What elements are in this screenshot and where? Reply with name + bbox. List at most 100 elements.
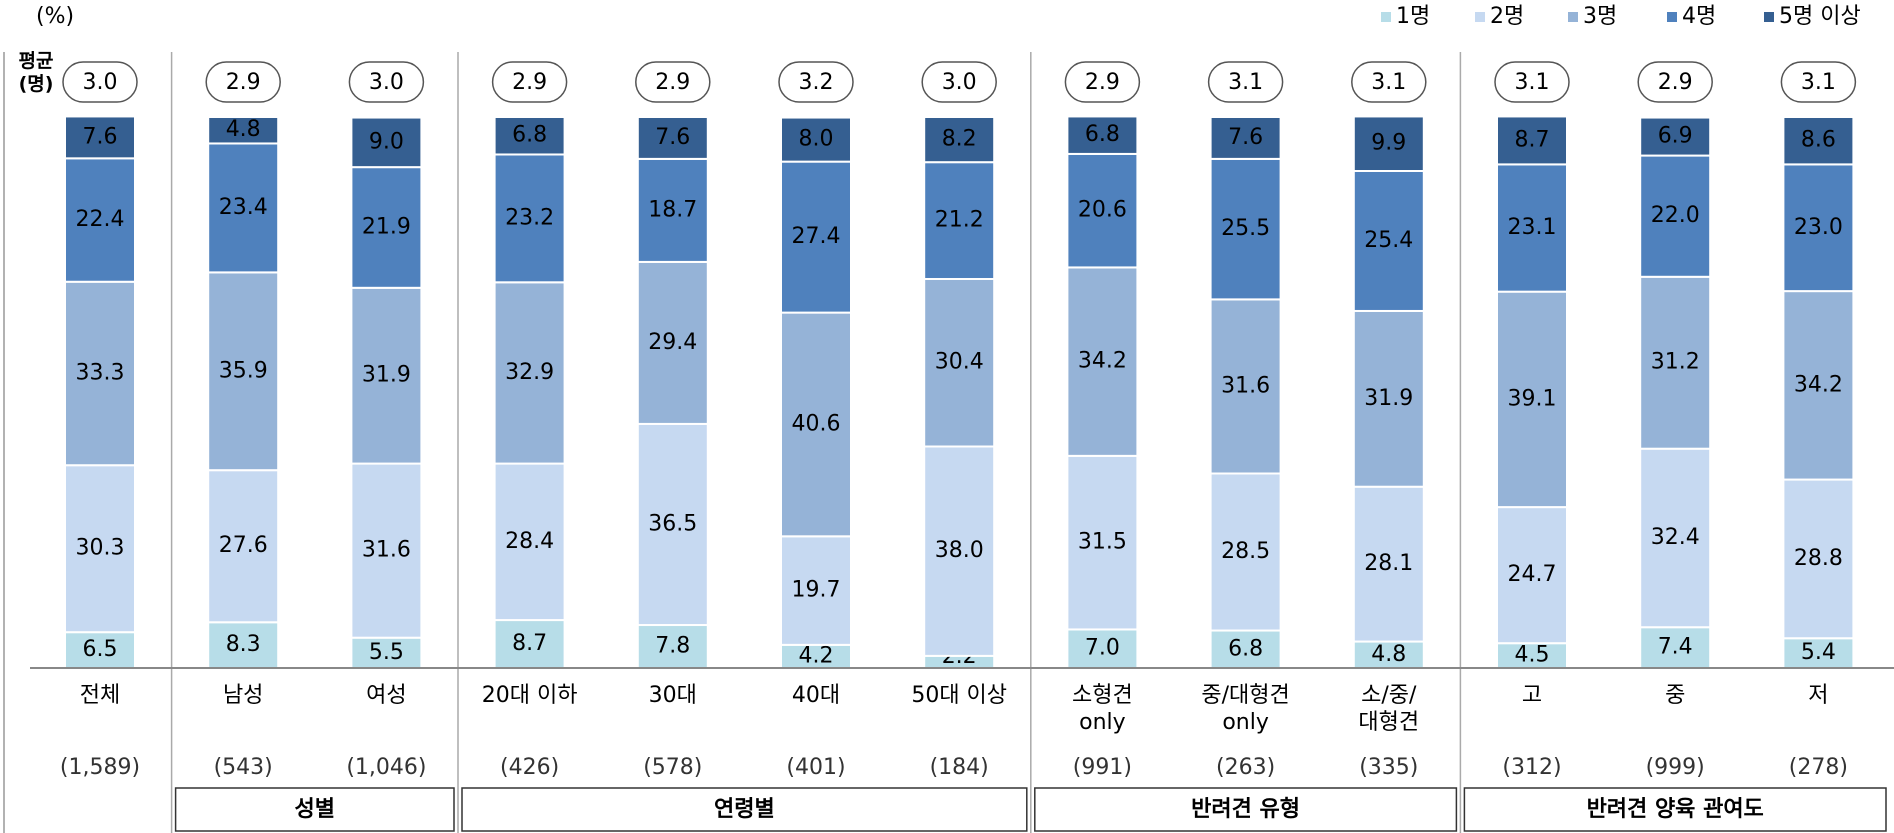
value-label: 4.8 bbox=[1371, 642, 1406, 667]
value-label: 34.2 bbox=[1794, 372, 1843, 397]
bar-segment bbox=[1639, 447, 1712, 629]
average-pill bbox=[778, 61, 854, 103]
value-label: 25.5 bbox=[1221, 216, 1270, 241]
value-label: 8.2 bbox=[942, 127, 977, 152]
bar-segment bbox=[780, 116, 852, 163]
sample-size: (543) bbox=[213, 755, 273, 780]
average-label: 3.2 bbox=[799, 70, 834, 95]
value-label: 30.3 bbox=[76, 536, 125, 561]
average-pill bbox=[1780, 61, 1857, 103]
bar-segment bbox=[1352, 309, 1425, 488]
bar-segment bbox=[1352, 169, 1425, 312]
bar-segment bbox=[1066, 454, 1139, 631]
legend-swatch bbox=[1475, 12, 1485, 22]
bar-segment bbox=[350, 116, 423, 169]
bar-segment bbox=[1496, 163, 1568, 293]
value-label: 8.7 bbox=[512, 631, 547, 656]
value-label: 32.4 bbox=[1651, 525, 1700, 550]
x-tick-label: 저 bbox=[1808, 683, 1829, 708]
average-label: 2.9 bbox=[1658, 70, 1693, 95]
value-label: 28.1 bbox=[1364, 551, 1413, 576]
average-label: 3.1 bbox=[1228, 70, 1263, 95]
bar-segment bbox=[636, 624, 709, 669]
average-pill bbox=[1494, 61, 1570, 103]
value-label: 4.5 bbox=[1515, 643, 1550, 668]
bar-segment bbox=[1639, 626, 1712, 670]
group-box bbox=[461, 787, 1028, 832]
value-label: 20.6 bbox=[1078, 198, 1127, 223]
bar-segment bbox=[1066, 152, 1139, 269]
bar-segment bbox=[1066, 115, 1139, 155]
value-label: 7.8 bbox=[655, 634, 690, 659]
value-label: 31.2 bbox=[1651, 350, 1700, 375]
bar-segment bbox=[1639, 275, 1712, 450]
average-pill bbox=[1064, 61, 1141, 103]
x-tick-label: 50대 이상 bbox=[911, 683, 1008, 708]
average-pill bbox=[348, 61, 425, 103]
value-label: 6.5 bbox=[83, 637, 118, 662]
bar-segment bbox=[1496, 115, 1568, 166]
value-label: 25.4 bbox=[1364, 228, 1413, 253]
value-label: 6.8 bbox=[1228, 636, 1263, 661]
bar-segment bbox=[64, 464, 136, 634]
bar-segment bbox=[350, 286, 423, 465]
value-label: 22.4 bbox=[76, 207, 125, 232]
x-tick-label: 남성 bbox=[222, 683, 264, 708]
bar-segment bbox=[207, 116, 280, 145]
average-pill bbox=[62, 61, 138, 103]
bar-segment bbox=[207, 142, 280, 274]
group-label: 연령별 bbox=[714, 797, 775, 822]
bar-segment bbox=[780, 535, 852, 646]
bar-segment bbox=[1639, 116, 1712, 157]
unit-label: (%) bbox=[36, 4, 74, 29]
legend-swatch bbox=[1381, 12, 1391, 22]
value-label: 35.9 bbox=[219, 358, 268, 383]
bar-segment bbox=[493, 281, 566, 465]
average-pill bbox=[1637, 61, 1713, 103]
value-label: 27.6 bbox=[219, 533, 268, 558]
sample-size: (1,589) bbox=[59, 755, 141, 780]
bar-segment bbox=[1782, 478, 1855, 640]
x-tick-label: 고 bbox=[1521, 683, 1543, 708]
x-tick-label: 40대 bbox=[791, 683, 841, 708]
bar-segment bbox=[207, 271, 280, 472]
value-label: 31.6 bbox=[1221, 373, 1270, 398]
sample-size: (1,046) bbox=[346, 755, 427, 780]
value-label: 23.2 bbox=[505, 205, 554, 230]
average-pill bbox=[1351, 61, 1427, 103]
legend-label: 1명 bbox=[1396, 4, 1430, 29]
x-tick-label: 중/대형견 only bbox=[1201, 683, 1290, 735]
value-label: 21.9 bbox=[362, 214, 411, 239]
average-pill bbox=[205, 61, 281, 103]
value-label: 7.6 bbox=[655, 125, 690, 150]
legend-label: 3명 bbox=[1583, 4, 1617, 29]
value-label: 30.4 bbox=[935, 350, 984, 375]
average-label: 3.0 bbox=[942, 70, 977, 95]
group-box bbox=[1463, 787, 1887, 832]
value-label: 27.4 bbox=[792, 224, 841, 249]
bar-segment bbox=[64, 115, 136, 160]
average-label: 2.9 bbox=[512, 70, 547, 95]
average-label: 3.1 bbox=[1515, 70, 1550, 95]
bar-segment bbox=[1352, 115, 1425, 172]
value-label: 9.9 bbox=[1371, 131, 1406, 156]
value-label: 22.0 bbox=[1651, 203, 1700, 228]
bar-segment bbox=[923, 161, 996, 280]
bar-segment bbox=[1209, 116, 1282, 160]
value-label: 36.5 bbox=[648, 511, 697, 536]
value-label: 8.0 bbox=[799, 127, 834, 152]
group-label: 반려견 양육 관여도 bbox=[1587, 797, 1764, 822]
bar-segment bbox=[780, 311, 852, 538]
sample-size: (578) bbox=[643, 755, 703, 780]
average-label: 3.0 bbox=[369, 70, 404, 95]
bar-segment bbox=[636, 116, 709, 160]
value-label: 40.6 bbox=[792, 411, 841, 436]
bar-segment bbox=[493, 116, 566, 156]
group-label: 성별 bbox=[295, 797, 335, 822]
bar-segment bbox=[493, 153, 566, 284]
average-pill bbox=[635, 61, 711, 103]
sample-size: (312) bbox=[1502, 755, 1562, 780]
group-box bbox=[1034, 787, 1458, 832]
value-label: 4.8 bbox=[226, 117, 261, 142]
